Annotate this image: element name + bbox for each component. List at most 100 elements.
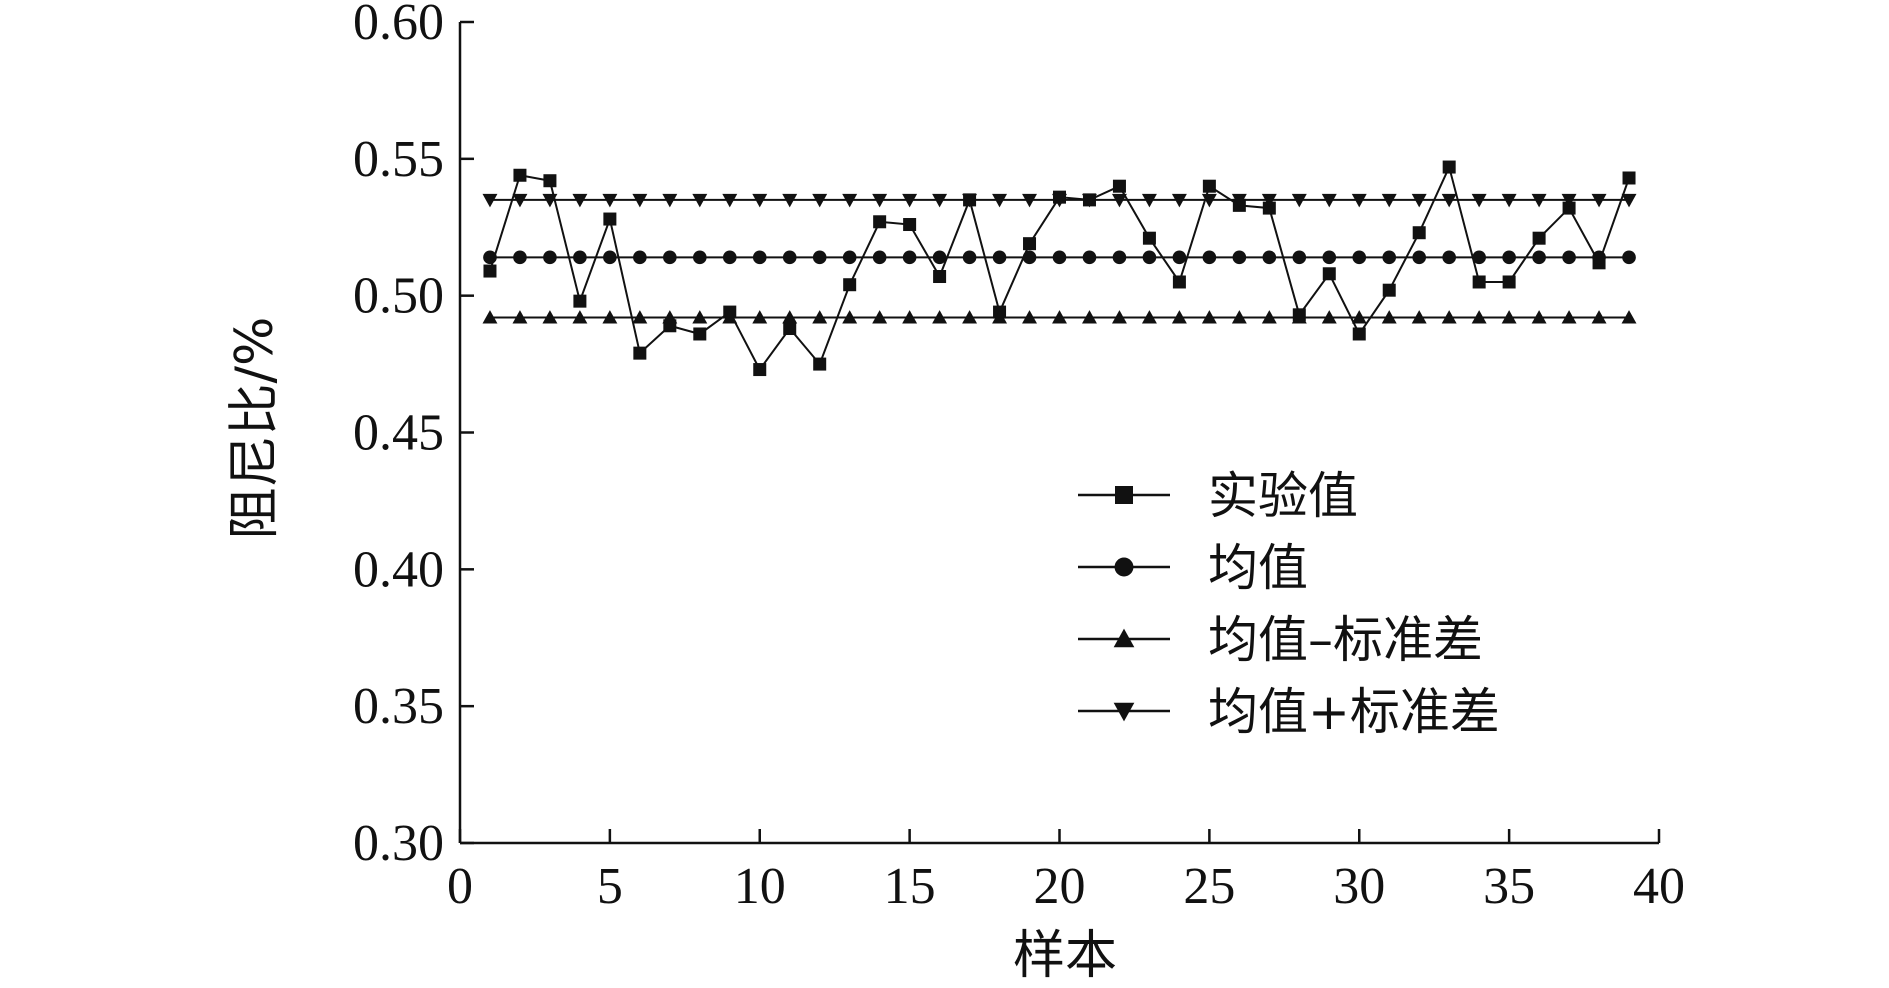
- data-point-triangle-up: [842, 310, 858, 324]
- data-point-triangle-up: [872, 310, 888, 324]
- data-point-circle: [1532, 250, 1546, 265]
- data-point-triangle-down: [752, 193, 768, 208]
- legend-item: 均值–标准差: [1078, 611, 1483, 669]
- data-point-circle: [992, 250, 1007, 265]
- y-tick-label: 0.60: [353, 0, 444, 51]
- data-point-triangle-down: [1201, 193, 1217, 208]
- data-point-triangle-up: [1621, 310, 1637, 324]
- data-point-triangle-down: [902, 193, 918, 208]
- y-tick-label: 0.50: [353, 268, 444, 325]
- data-point-circle: [1622, 250, 1636, 265]
- data-point-triangle-down: [1291, 193, 1307, 208]
- data-point-triangle-down: [1231, 193, 1247, 208]
- data-point-square: [693, 327, 707, 341]
- data-point-triangle-down: [1022, 193, 1037, 208]
- data-point-circle: [543, 250, 557, 265]
- data-point-triangle-up: [992, 310, 1008, 324]
- data-point-square: [1502, 275, 1516, 289]
- data-point-triangle-down: [632, 193, 648, 208]
- data-point-circle: [1052, 250, 1067, 265]
- data-point-square: [1472, 275, 1486, 289]
- y-axis-label: 阻尼比/%: [225, 317, 285, 540]
- data-point-triangle-down: [1351, 193, 1367, 208]
- data-point-triangle-up: [1261, 310, 1277, 324]
- data-point-triangle-up: [632, 310, 648, 324]
- data-point-triangle-down: [662, 193, 678, 208]
- data-point-triangle-down: [512, 193, 528, 208]
- y-tick-label: 0.30: [353, 815, 444, 872]
- data-point-triangle-up: [1231, 310, 1247, 324]
- data-point-triangle-down: [1261, 193, 1277, 208]
- data-point-square: [1112, 179, 1126, 193]
- data-point-triangle-up: [1201, 310, 1217, 324]
- data-point-circle: [1592, 250, 1606, 265]
- data-point-square: [783, 322, 797, 336]
- data-point-square: [573, 294, 587, 308]
- data-point-triangle-down: [692, 193, 708, 208]
- data-point-triangle-up: [512, 310, 528, 324]
- data-point-triangle-down: [1591, 193, 1607, 208]
- data-point-square: [1023, 237, 1037, 251]
- y-tick-label: 0.45: [353, 405, 444, 462]
- series-square: [483, 160, 1636, 377]
- data-point-triangle-up: [1171, 310, 1187, 324]
- data-point-circle: [1472, 250, 1486, 265]
- data-point-triangle-down: [872, 193, 888, 208]
- data-point-triangle-down: [1321, 193, 1337, 208]
- data-point-circle: [782, 250, 797, 265]
- data-point-triangle-down: [1111, 193, 1127, 208]
- data-point-circle: [573, 250, 587, 265]
- data-point-triangle-up: [1291, 310, 1307, 324]
- legend-item: 实验值: [1078, 467, 1358, 525]
- legend-item: 均值+标准差: [1078, 683, 1500, 741]
- data-point-circle: [633, 250, 647, 265]
- data-point-square: [1322, 267, 1336, 281]
- data-point-circle: [1322, 250, 1337, 265]
- series-triangle-up: [482, 310, 1637, 324]
- data-point-square: [1412, 226, 1426, 240]
- data-point-circle: [1412, 250, 1427, 265]
- y-tick-label: 0.40: [353, 541, 444, 598]
- data-point-circle: [812, 250, 827, 265]
- data-point-triangle-up: [1531, 310, 1547, 324]
- data-point-triangle-up: [932, 310, 948, 324]
- data-point-circle: [1262, 250, 1277, 265]
- x-tick-label: 25: [1183, 858, 1235, 915]
- series-triangle-down: [482, 193, 1637, 208]
- data-point-triangle-up: [812, 310, 828, 324]
- data-point-circle: [872, 250, 887, 265]
- legend-marker-triangle-down: [1113, 702, 1135, 722]
- legend-label: 均值–标准差: [1208, 611, 1483, 669]
- data-point-triangle-up: [752, 310, 768, 324]
- data-point-triangle-down: [1441, 193, 1457, 208]
- data-point-circle: [603, 250, 617, 265]
- data-point-circle: [932, 250, 947, 265]
- data-point-triangle-down: [1531, 193, 1547, 208]
- data-point-triangle-down: [1171, 193, 1187, 208]
- data-point-triangle-up: [782, 310, 798, 324]
- data-point-square: [873, 215, 887, 229]
- data-point-triangle-up: [1561, 310, 1577, 324]
- data-point-circle: [752, 250, 767, 265]
- data-point-square: [933, 270, 947, 284]
- legend-item: 均值: [1078, 539, 1308, 597]
- data-point-square: [1622, 171, 1636, 185]
- data-point-triangle-down: [1411, 193, 1427, 208]
- data-point-triangle-down: [1501, 193, 1517, 208]
- data-point-circle: [663, 250, 677, 265]
- data-point-square: [1442, 160, 1456, 174]
- x-tick-label: 30: [1333, 858, 1385, 915]
- data-point-triangle-up: [1052, 310, 1067, 324]
- data-point-triangle-down: [1381, 193, 1397, 208]
- data-point-triangle-up: [962, 310, 978, 324]
- data-point-circle: [1502, 250, 1516, 265]
- data-point-triangle-up: [572, 310, 588, 324]
- x-tick-label: 10: [734, 858, 786, 915]
- data-point-circle: [513, 250, 527, 265]
- legend-label: 均值: [1208, 539, 1308, 597]
- data-point-triangle-up: [602, 310, 618, 324]
- data-point-triangle-down: [482, 193, 498, 208]
